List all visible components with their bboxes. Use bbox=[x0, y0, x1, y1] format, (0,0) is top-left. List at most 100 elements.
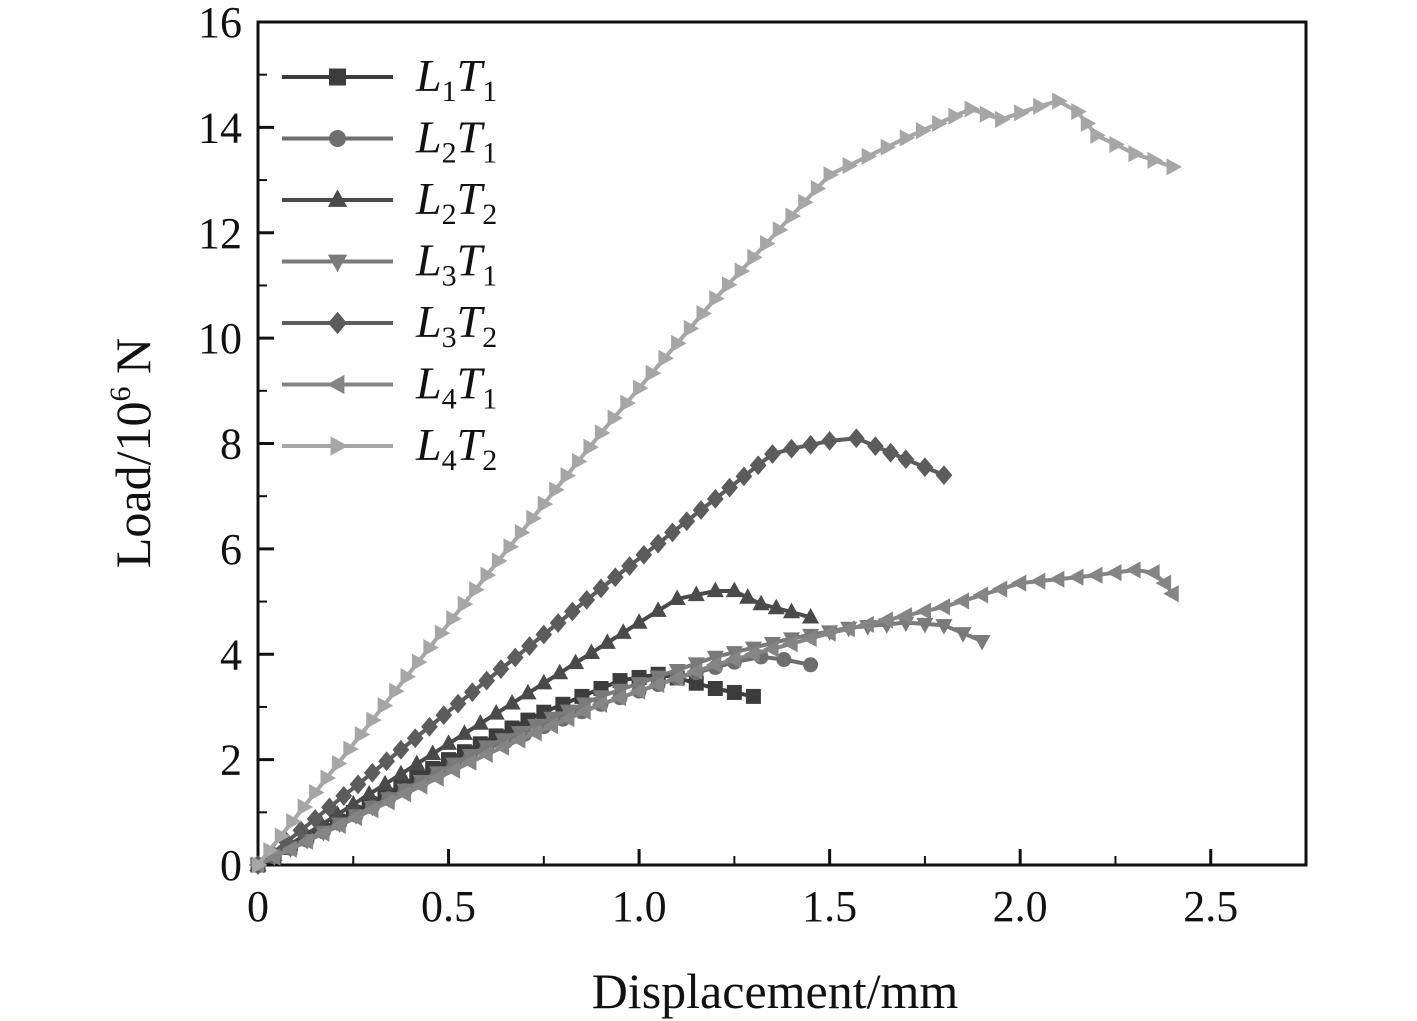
data-point-marker bbox=[564, 601, 581, 622]
data-point-marker bbox=[281, 840, 297, 858]
data-point-marker bbox=[1144, 564, 1160, 582]
data-point-marker bbox=[1155, 574, 1172, 592]
data-point-marker bbox=[621, 556, 638, 576]
data-point-marker bbox=[378, 751, 395, 772]
data-point-marker bbox=[460, 753, 477, 771]
data-point-marker bbox=[349, 774, 367, 795]
data-point-marker bbox=[847, 428, 865, 449]
legend-item-L2T1: L2T1 bbox=[282, 112, 497, 170]
data-point-marker bbox=[535, 673, 553, 690]
legend-label-part: L bbox=[415, 173, 442, 224]
data-point-marker bbox=[664, 522, 681, 543]
data-point-marker bbox=[877, 611, 893, 629]
data-point-marker bbox=[973, 634, 991, 651]
data-point-marker bbox=[1128, 145, 1144, 163]
legend-item-L3T2: L3T2 bbox=[282, 296, 497, 354]
data-point-marker bbox=[979, 105, 996, 123]
data-point-marker bbox=[1125, 561, 1141, 579]
data-point-marker bbox=[582, 643, 601, 660]
data-point-marker bbox=[724, 650, 741, 669]
legend-label-part: L bbox=[415, 358, 442, 409]
data-point-marker bbox=[251, 856, 268, 874]
data-point-marker bbox=[614, 623, 632, 639]
legend-label-part: 1 bbox=[482, 137, 497, 170]
data-point-marker bbox=[858, 615, 874, 633]
data-point-marker bbox=[457, 595, 474, 613]
legend-label: L2T1 bbox=[415, 112, 497, 170]
data-point-marker bbox=[362, 801, 379, 819]
data-point-marker bbox=[867, 436, 884, 457]
data-point-marker bbox=[948, 107, 964, 125]
data-point-marker bbox=[306, 809, 324, 829]
data-point-marker bbox=[492, 659, 510, 679]
y-tick-label: 4 bbox=[220, 630, 242, 679]
data-point-marker bbox=[346, 809, 363, 827]
legend-item-L1T1: L1T1 bbox=[282, 50, 497, 108]
legend-label: L4T2 bbox=[415, 419, 497, 477]
legend-label-part: 1 bbox=[442, 75, 457, 108]
y-axis-title-sup: 6 bbox=[104, 386, 137, 401]
legend-item-L4T1: L4T1 bbox=[282, 358, 497, 416]
data-point-marker bbox=[491, 552, 508, 570]
data-point-marker bbox=[607, 409, 624, 427]
legend-label-part: T bbox=[457, 358, 486, 409]
data-point-marker bbox=[379, 793, 395, 811]
data-point-marker bbox=[721, 276, 738, 294]
data-point-marker bbox=[801, 629, 817, 647]
data-point-marker bbox=[725, 581, 743, 598]
data-point-marker bbox=[932, 114, 948, 132]
legend-swatch-marker bbox=[327, 254, 348, 273]
data-point-marker bbox=[575, 702, 591, 720]
legend-swatch-marker bbox=[329, 68, 346, 86]
data-point-marker bbox=[668, 589, 686, 606]
legend-label-part: 1 bbox=[482, 260, 497, 293]
data-point-marker bbox=[782, 602, 801, 619]
data-point-marker bbox=[263, 841, 279, 860]
legend-label-part: L bbox=[415, 50, 442, 101]
data-point-marker bbox=[389, 682, 405, 700]
data-point-marker bbox=[861, 147, 878, 165]
legend-swatch-marker bbox=[329, 130, 346, 147]
data-point-marker bbox=[321, 797, 338, 818]
data-point-marker bbox=[915, 602, 932, 620]
data-point-marker bbox=[444, 761, 461, 779]
data-point-marker bbox=[503, 693, 521, 710]
data-point-marker bbox=[620, 394, 636, 412]
data-point-marker bbox=[810, 180, 827, 198]
data-point-marker bbox=[649, 601, 667, 617]
legend-label-part: 2 bbox=[442, 198, 457, 231]
x-tick-label: 1.0 bbox=[612, 882, 667, 931]
data-point-marker bbox=[424, 744, 442, 761]
data-point-marker bbox=[692, 500, 710, 520]
data-point-marker bbox=[487, 704, 505, 720]
data-point-marker bbox=[591, 695, 608, 713]
data-point-marker bbox=[649, 533, 667, 554]
data-point-marker bbox=[363, 762, 381, 783]
data-point-marker bbox=[1109, 135, 1125, 154]
data-point-marker bbox=[658, 349, 674, 367]
legend-label-part: 3 bbox=[442, 260, 457, 293]
legend-label-part: 2 bbox=[442, 137, 457, 170]
data-point-marker bbox=[537, 495, 554, 513]
x-axis-title: Displacement/mm bbox=[592, 963, 959, 1019]
data-point-marker bbox=[972, 586, 989, 604]
data-point-marker bbox=[629, 682, 646, 700]
data-point-marker bbox=[330, 816, 346, 835]
data-point-marker bbox=[428, 769, 444, 787]
data-point-marker bbox=[721, 477, 738, 498]
legend-label: L1T1 bbox=[415, 50, 497, 108]
x-tick-label: 0 bbox=[247, 882, 269, 931]
data-point-marker bbox=[1033, 97, 1049, 115]
legend-label-part: L bbox=[415, 235, 442, 286]
data-point-marker bbox=[964, 100, 981, 118]
data-point-marker bbox=[899, 129, 916, 147]
data-point-marker bbox=[1029, 572, 1046, 590]
legend-label: L3T1 bbox=[415, 235, 497, 293]
legend-swatch-marker bbox=[328, 311, 347, 335]
y-tick-label: 8 bbox=[220, 420, 242, 469]
data-point-marker bbox=[686, 662, 703, 680]
data-point-marker bbox=[377, 697, 394, 715]
data-point-marker bbox=[760, 235, 776, 253]
data-point-marker bbox=[882, 442, 899, 463]
